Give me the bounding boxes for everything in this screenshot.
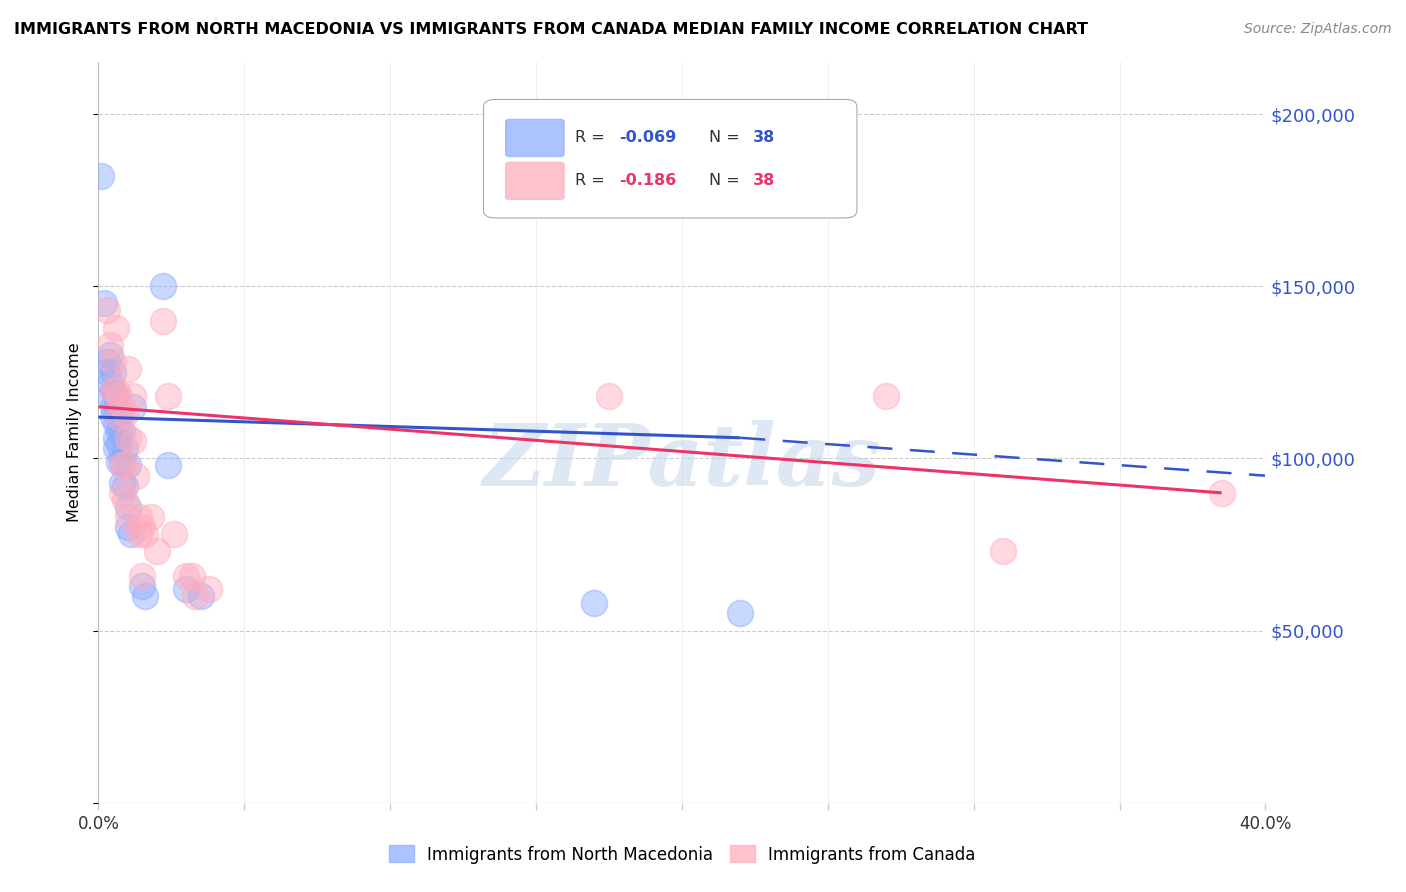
Point (108, 410, 131, 425)
Point (134, 589, 156, 603)
Point (104, 400, 127, 414)
Point (104, 417, 127, 431)
Point (128, 510, 150, 524)
Point (98, 389, 121, 403)
Point (114, 441, 136, 455)
Point (131, 579, 153, 593)
Point (122, 389, 145, 403)
FancyBboxPatch shape (484, 99, 858, 218)
Point (180, 568, 202, 582)
Point (198, 582, 221, 597)
Point (174, 582, 197, 597)
Point (117, 520, 139, 534)
Point (125, 468, 148, 483)
Point (190, 589, 212, 603)
Point (1211, 486, 1233, 500)
FancyBboxPatch shape (506, 162, 564, 200)
Point (152, 279, 174, 293)
Point (183, 589, 205, 603)
Point (598, 389, 620, 403)
Point (157, 389, 180, 403)
Point (114, 458, 136, 473)
Point (104, 441, 127, 455)
Point (98, 338, 121, 352)
Point (111, 424, 134, 438)
Point (174, 568, 197, 582)
Point (96, 303, 118, 318)
Text: -0.069: -0.069 (619, 130, 676, 145)
Point (730, 607, 752, 621)
Point (108, 438, 131, 452)
Point (96, 365, 118, 379)
Point (114, 479, 136, 493)
Text: ZIPatlas: ZIPatlas (482, 420, 882, 504)
Point (152, 314, 174, 328)
Point (131, 520, 153, 534)
Point (96, 355, 118, 369)
Point (157, 458, 180, 473)
Point (104, 383, 127, 397)
Point (991, 544, 1014, 558)
Point (875, 389, 897, 403)
Point (108, 389, 131, 403)
Point (122, 400, 145, 414)
Point (128, 527, 150, 541)
Point (90, 169, 112, 183)
Point (111, 475, 134, 490)
Point (117, 500, 139, 514)
Point (104, 431, 127, 445)
Point (120, 527, 142, 541)
Text: Source: ZipAtlas.com: Source: ZipAtlas.com (1244, 22, 1392, 37)
Point (93, 296, 115, 310)
Text: -0.186: -0.186 (619, 173, 676, 188)
Point (134, 527, 156, 541)
Point (108, 410, 131, 425)
Point (104, 320, 127, 334)
FancyBboxPatch shape (506, 120, 564, 156)
Point (146, 544, 169, 558)
Point (101, 365, 124, 379)
Y-axis label: Median Family Income: Median Family Income (67, 343, 83, 523)
Point (117, 362, 139, 376)
Point (111, 455, 134, 469)
Point (98, 376, 121, 390)
Point (108, 455, 131, 469)
Point (131, 568, 153, 582)
Text: IMMIGRANTS FROM NORTH MACEDONIA VS IMMIGRANTS FROM CANADA MEDIAN FAMILY INCOME C: IMMIGRANTS FROM NORTH MACEDONIA VS IMMIG… (14, 22, 1088, 37)
Text: 38: 38 (754, 130, 775, 145)
Point (117, 458, 139, 473)
Legend: Immigrants from North Macedonia, Immigrants from Canada: Immigrants from North Macedonia, Immigra… (384, 840, 980, 869)
Point (117, 510, 139, 524)
Point (101, 410, 124, 425)
Point (101, 383, 124, 397)
Text: N =: N = (709, 173, 745, 188)
Point (114, 407, 136, 421)
Point (101, 400, 124, 414)
Text: R =: R = (575, 173, 609, 188)
Text: N =: N = (709, 130, 745, 145)
Point (111, 400, 134, 414)
Point (108, 424, 131, 438)
Point (101, 383, 124, 397)
Point (104, 389, 127, 403)
Point (114, 492, 136, 507)
Text: R =: R = (575, 130, 609, 145)
Point (139, 510, 162, 524)
Point (163, 527, 186, 541)
Point (583, 596, 606, 610)
Point (101, 355, 124, 369)
Point (98, 348, 121, 362)
Point (111, 458, 134, 473)
Point (122, 434, 145, 449)
Text: 38: 38 (754, 173, 775, 188)
Point (111, 486, 134, 500)
Point (117, 431, 139, 445)
